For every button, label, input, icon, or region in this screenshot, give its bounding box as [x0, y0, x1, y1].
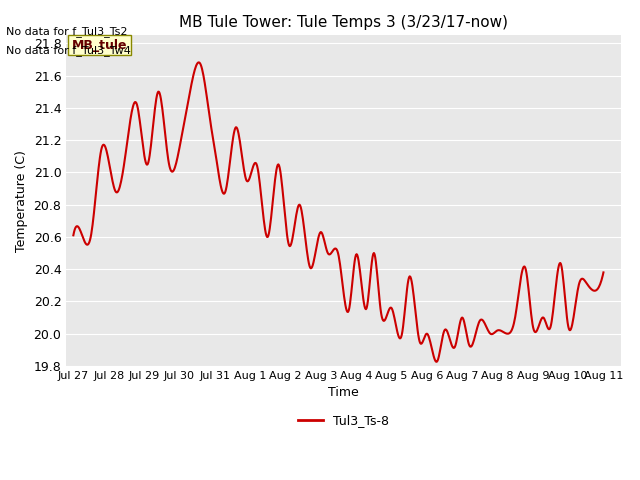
Text: MB_tule: MB_tule: [72, 38, 127, 51]
Title: MB Tule Tower: Tule Temps 3 (3/23/17-now): MB Tule Tower: Tule Temps 3 (3/23/17-now…: [179, 15, 508, 30]
X-axis label: Time: Time: [328, 386, 359, 399]
Text: No data for f_Tul3_Ts2: No data for f_Tul3_Ts2: [6, 25, 128, 36]
Y-axis label: Temperature (C): Temperature (C): [15, 150, 28, 252]
Text: No data for f_Tul3_Tw4: No data for f_Tul3_Tw4: [6, 45, 131, 56]
Legend: Tul3_Ts-8: Tul3_Ts-8: [293, 409, 394, 432]
